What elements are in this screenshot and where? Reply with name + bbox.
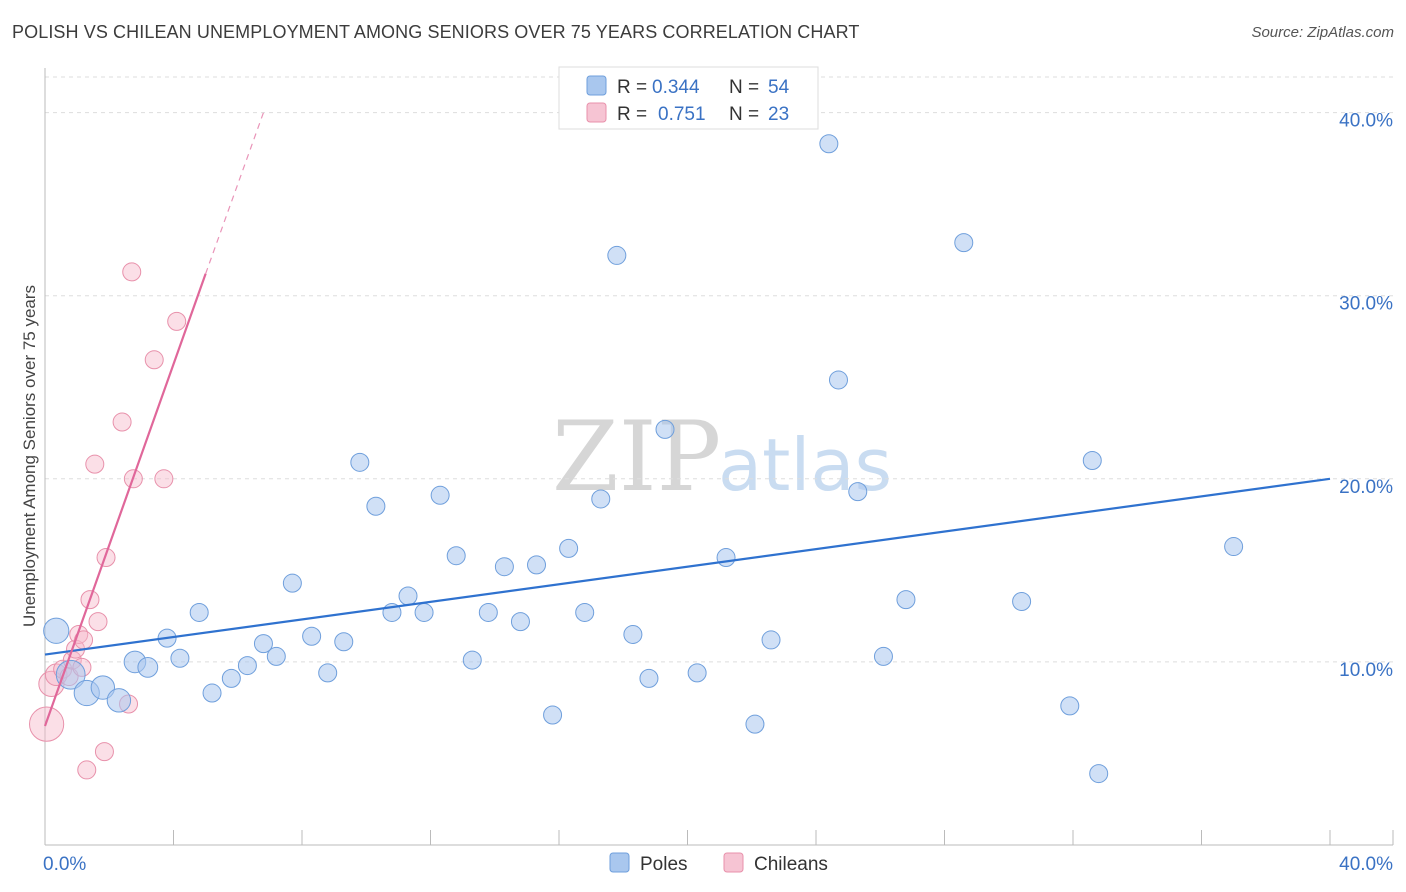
chileans-point-20 [144,350,164,370]
poles-point-3 [90,675,116,700]
y-axis-title: Unemployment Among Seniors over 75 years [20,285,39,627]
chart-title: POLISH VS CHILEAN UNEMPLOYMENT AMONG SEN… [12,22,860,42]
legend-swatch-poles [586,75,607,96]
poles-point-22 [398,586,418,606]
poles-point-42 [761,630,781,650]
poles-point-16 [302,626,322,646]
poles-trend-line [44,477,1331,656]
poles-point-0 [43,617,70,644]
correlation-legend: R = 0.344 N = 54 R = 0.751 N = 23 [558,66,819,130]
legend-n-chileans: 23 [768,104,789,125]
bottom-legend-swatch-chileans [723,852,744,873]
chileans-point-16 [112,412,132,432]
poles-point-33 [575,602,595,622]
poles-point-39 [687,663,707,683]
poles-point-25 [446,546,466,566]
poles-point-47 [896,590,916,610]
poles-point-26 [462,650,482,670]
poles-point-24 [430,485,450,505]
chileans-point-13 [88,612,108,632]
poles-point-32 [559,538,579,558]
y-tick-label-40: 40.0% [1339,111,1393,132]
poles-point-46 [873,646,893,666]
poles-point-45 [848,482,868,502]
chileans-point-15 [96,548,116,568]
legend-n-poles: 54 [768,77,790,98]
poles-point-48 [954,233,974,253]
poles-point-28 [494,557,514,577]
bottom-legend-chileans: Chileans [754,854,828,875]
legend-r-poles: 0.344 [652,77,700,98]
source-label: Source: ZipAtlas.com [1251,24,1394,41]
x-tick-max: 40.0% [1339,854,1393,875]
poles-point-18 [334,632,354,652]
gridlines [45,76,1393,663]
poles-point-31 [543,705,563,725]
poles-point-12 [237,656,257,676]
legend-r-label-poles: R = [617,77,647,98]
poles-point-38 [655,419,675,439]
poles-point-23 [414,602,434,622]
poles-point-15 [282,573,302,593]
y-tick-label-30: 30.0% [1339,294,1393,315]
poles-point-40 [716,548,736,568]
poles-point-35 [607,245,627,265]
legend-swatch-chileans [586,102,607,123]
poles-point-36 [623,624,643,644]
poles-point-4 [106,688,132,713]
poles-point-20 [366,496,386,516]
poles-point-50 [1060,696,1080,716]
y-tick-label-20: 20.0% [1339,477,1393,498]
x-tick-min: 0.0% [43,854,86,875]
poles-series [43,134,1244,784]
chileans-point-12 [85,454,105,474]
poles-point-19 [350,452,370,472]
trend-lines [43,112,1331,727]
chileans-trend-line [43,273,207,727]
poles-point-11 [221,668,241,688]
bottom-legend-swatch-poles [609,852,630,873]
series-legend: Poles Chileans [609,852,828,875]
chileans-point-10 [77,760,97,780]
poles-point-10 [202,683,222,703]
poles-point-13 [253,634,273,654]
watermark-zip: ZIP [552,401,721,513]
poles-point-52 [1089,764,1109,784]
poles-point-43 [819,134,839,154]
chileans-point-22 [167,311,187,331]
poles-point-49 [1012,591,1032,611]
poles-point-27 [478,602,498,622]
poles-point-8 [170,648,190,668]
poles-point-6 [137,656,159,678]
chileans-point-18 [122,262,142,282]
bottom-legend-poles: Poles [640,854,688,875]
poles-point-41 [745,714,765,734]
poles-point-30 [527,555,547,575]
poles-point-44 [828,370,848,390]
chileans-point-14 [94,742,114,762]
legend-r-chileans: 0.751 [658,104,706,125]
poles-point-34 [591,489,611,509]
legend-n-label-chileans: N = [729,104,759,125]
poles-point-37 [639,668,659,688]
chileans-point-21 [154,469,174,489]
poles-point-1 [55,659,86,690]
legend-r-label-chileans: R = [617,104,647,125]
poles-point-9 [189,602,209,622]
chileans-trend-extension [205,112,265,274]
legend-n-label-poles: N = [729,77,759,98]
axes: 10.0% 20.0% 30.0% 40.0% [44,68,1394,846]
poles-point-51 [1082,451,1102,470]
poles-point-17 [318,663,338,683]
poles-point-14 [266,646,286,666]
poles-point-53 [1224,537,1244,557]
poles-point-29 [510,612,530,632]
y-tick-label-10: 10.0% [1339,660,1393,681]
